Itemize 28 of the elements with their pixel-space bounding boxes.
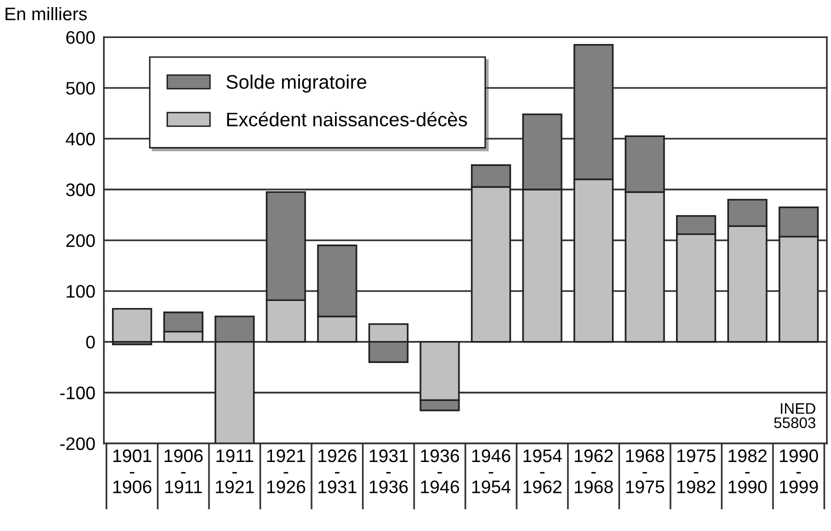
y-tick-label: 100 [66,284,95,298]
x-tick-label: 1975 - 1982 [677,449,716,494]
y-tick-label: 300 [66,183,95,196]
x-tick-label: 1911 - 1921 [216,449,254,494]
y-axis-title: En milliers [6,7,87,20]
y-tick-label: 600 [66,31,95,44]
y-tick-label: 400 [66,132,95,146]
x-tick-label: 1962 - 1968 [574,449,613,494]
x-tick-label: 1906 - 1911 [164,449,203,494]
x-tick-label: 1931 - 1936 [370,449,408,494]
y-tick-label: -200 [60,437,95,450]
x-tick-label: 1946 - 1954 [472,449,511,494]
legend-label: Excédent naissances-décès [227,112,467,126]
x-tick-label: 1901 - 1906 [113,449,152,494]
x-tick-label: 1936 - 1946 [421,449,460,494]
y-tick-label: 0 [86,336,95,349]
bar [112,308,152,343]
y-tick-label: -100 [60,386,95,400]
x-tick-label: 1921 - 1926 [267,449,306,494]
y-tick-label: 200 [66,234,95,247]
x-tick-label: 1968 - 1975 [626,449,664,494]
x-tick-label: 1990 - 1999 [780,449,818,494]
legend-label: Solde migratoire [226,74,366,93]
y-tick-label: 500 [66,82,95,95]
x-tick-label: 1954 - 1962 [524,449,562,494]
x-tick-label: 1926 - 1931 [318,449,356,494]
x-tick-label: 1982 - 1990 [728,449,767,494]
annotation: INED 55803 [774,403,816,428]
